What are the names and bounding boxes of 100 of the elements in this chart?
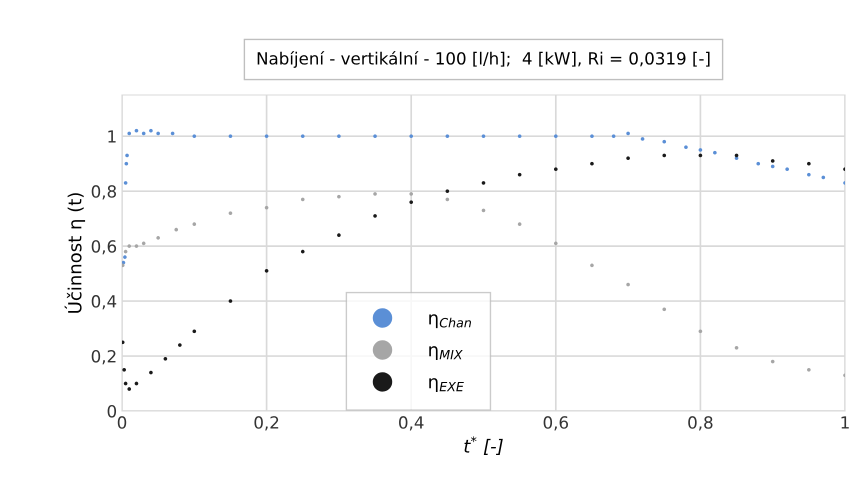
point <box>264 206 268 210</box>
point <box>373 192 377 196</box>
point <box>518 172 522 177</box>
point <box>170 132 174 136</box>
point <box>337 233 341 237</box>
point <box>446 134 450 138</box>
point <box>770 159 775 163</box>
point <box>127 244 132 248</box>
point <box>554 167 558 172</box>
legend-label: η$_{EXE}$ <box>429 378 464 392</box>
point <box>554 134 558 138</box>
point <box>156 236 160 240</box>
y-tick-label: 0,8 <box>92 185 116 200</box>
y-tick-label: 0,6 <box>92 240 116 254</box>
point <box>698 329 702 334</box>
point <box>807 162 811 166</box>
point <box>698 154 702 158</box>
point <box>518 222 522 226</box>
point <box>164 356 168 361</box>
point <box>124 162 128 166</box>
y-tick-label: 0,4 <box>92 295 116 310</box>
y-tick-label: 0,2 <box>92 350 116 364</box>
point <box>228 211 232 215</box>
point <box>662 140 666 144</box>
point <box>713 150 717 155</box>
point <box>264 134 268 138</box>
point <box>149 370 153 374</box>
y-tick-label: 0 <box>108 404 116 418</box>
point <box>640 137 644 141</box>
point <box>149 128 153 133</box>
point <box>122 368 126 372</box>
point <box>192 329 196 334</box>
legend-label: η$_{Chan}$ <box>429 314 471 328</box>
point <box>300 250 305 254</box>
point <box>785 167 789 172</box>
point <box>124 250 128 254</box>
point <box>662 154 666 158</box>
point <box>756 162 760 166</box>
point <box>446 189 450 194</box>
point <box>770 164 775 168</box>
point <box>228 134 232 138</box>
point <box>698 148 702 152</box>
x-tick-label: 0,6 <box>544 416 568 430</box>
point <box>142 242 146 246</box>
point <box>734 346 738 350</box>
point <box>807 368 811 372</box>
point <box>122 340 125 344</box>
point <box>156 132 160 136</box>
point <box>482 134 486 138</box>
point <box>123 255 127 259</box>
point <box>373 214 377 218</box>
point <box>178 343 182 347</box>
point <box>590 264 594 268</box>
point <box>409 134 414 138</box>
y-axis-title: Účinnost η (t) <box>64 193 86 313</box>
point <box>228 299 232 303</box>
point <box>770 360 775 364</box>
x-tick-label: 1 <box>842 416 849 429</box>
point <box>446 198 450 202</box>
point <box>192 222 196 226</box>
legend-label: η$_{MIX}$ <box>429 346 463 360</box>
point <box>626 132 630 136</box>
point <box>174 228 178 232</box>
point <box>337 194 341 199</box>
point <box>590 162 594 166</box>
point <box>134 244 138 248</box>
point <box>134 128 138 133</box>
point <box>264 269 268 273</box>
x-tick-label: 0,2 <box>254 416 278 430</box>
point <box>134 382 138 386</box>
point <box>662 307 666 312</box>
point <box>612 134 616 138</box>
chart-title: Nabíjení - vertikální - 100 [l/h]; 4 [kW], Ri = 0,0319 [-] <box>258 51 710 68</box>
point <box>337 134 341 138</box>
point <box>807 172 811 177</box>
x-tick-label: 0,8 <box>688 416 713 430</box>
point <box>409 192 414 196</box>
point <box>124 181 128 185</box>
point <box>821 176 826 180</box>
point <box>482 181 486 185</box>
y-tick-label: 1 <box>108 130 116 143</box>
point <box>192 134 196 138</box>
x-tick-label: 0,4 <box>399 416 424 430</box>
point <box>626 282 630 286</box>
point <box>626 156 630 160</box>
point <box>482 208 486 212</box>
x-tick-label: 0 <box>118 416 126 429</box>
point <box>127 387 132 391</box>
point <box>373 134 377 138</box>
point <box>122 264 125 268</box>
point <box>124 382 128 386</box>
point <box>684 145 688 150</box>
point <box>300 134 305 138</box>
point <box>127 132 132 136</box>
point <box>409 200 414 204</box>
point <box>300 198 305 202</box>
point <box>734 156 738 160</box>
point <box>125 154 129 158</box>
point <box>590 134 594 138</box>
point <box>142 132 146 136</box>
